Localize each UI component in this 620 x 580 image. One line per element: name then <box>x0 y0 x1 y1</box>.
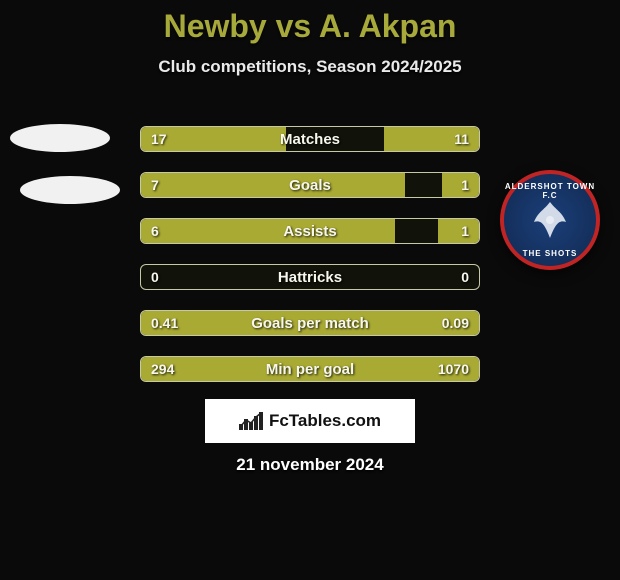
stats-chart: 1711Matches71Goals61Assists00Hattricks0.… <box>140 126 480 402</box>
stat-value-left: 0 <box>151 265 159 289</box>
brand-text: FcTables.com <box>269 411 381 431</box>
stat-value-right: 11 <box>454 127 469 151</box>
phoenix-icon <box>526 196 574 244</box>
stat-value-right: 1070 <box>438 357 469 381</box>
player-right-club-crest: ALDERSHOT TOWN F.C THE SHOTS <box>500 170 600 270</box>
stat-value-left: 294 <box>151 357 174 381</box>
stat-fill-left <box>141 173 405 197</box>
brand-badge: FcTables.com <box>205 399 415 443</box>
crest-bottom-text: THE SHOTS <box>504 249 596 258</box>
stat-value-right: 0.09 <box>442 311 469 335</box>
date-text: 21 november 2024 <box>0 455 620 475</box>
brand-bars-icon <box>239 412 263 430</box>
stat-value-right: 1 <box>461 219 469 243</box>
comparison-infographic: Newby vs A. Akpan Club competitions, Sea… <box>0 0 620 580</box>
stat-row: 61Assists <box>140 218 480 244</box>
stat-fill-left <box>141 219 395 243</box>
stat-fill-left <box>141 311 418 335</box>
stat-value-left: 17 <box>151 127 167 151</box>
stat-value-left: 0.41 <box>151 311 178 335</box>
subtitle: Club competitions, Season 2024/2025 <box>0 57 620 77</box>
stat-fill-right <box>438 219 479 243</box>
stat-row: 1711Matches <box>140 126 480 152</box>
page-title: Newby vs A. Akpan <box>0 0 620 45</box>
stat-row: 71Goals <box>140 172 480 198</box>
stat-value-left: 7 <box>151 173 159 197</box>
stat-value-right: 1 <box>461 173 469 197</box>
stat-value-left: 6 <box>151 219 159 243</box>
player-left-avatar <box>10 108 110 208</box>
stat-row: 0 0Hattricks <box>140 264 480 290</box>
stat-value-right: 0 <box>461 265 469 289</box>
stat-row: 2941070Min per goal <box>140 356 480 382</box>
stat-label: Hattricks <box>141 265 479 289</box>
stat-row: 0.410.09Goals per match <box>140 310 480 336</box>
